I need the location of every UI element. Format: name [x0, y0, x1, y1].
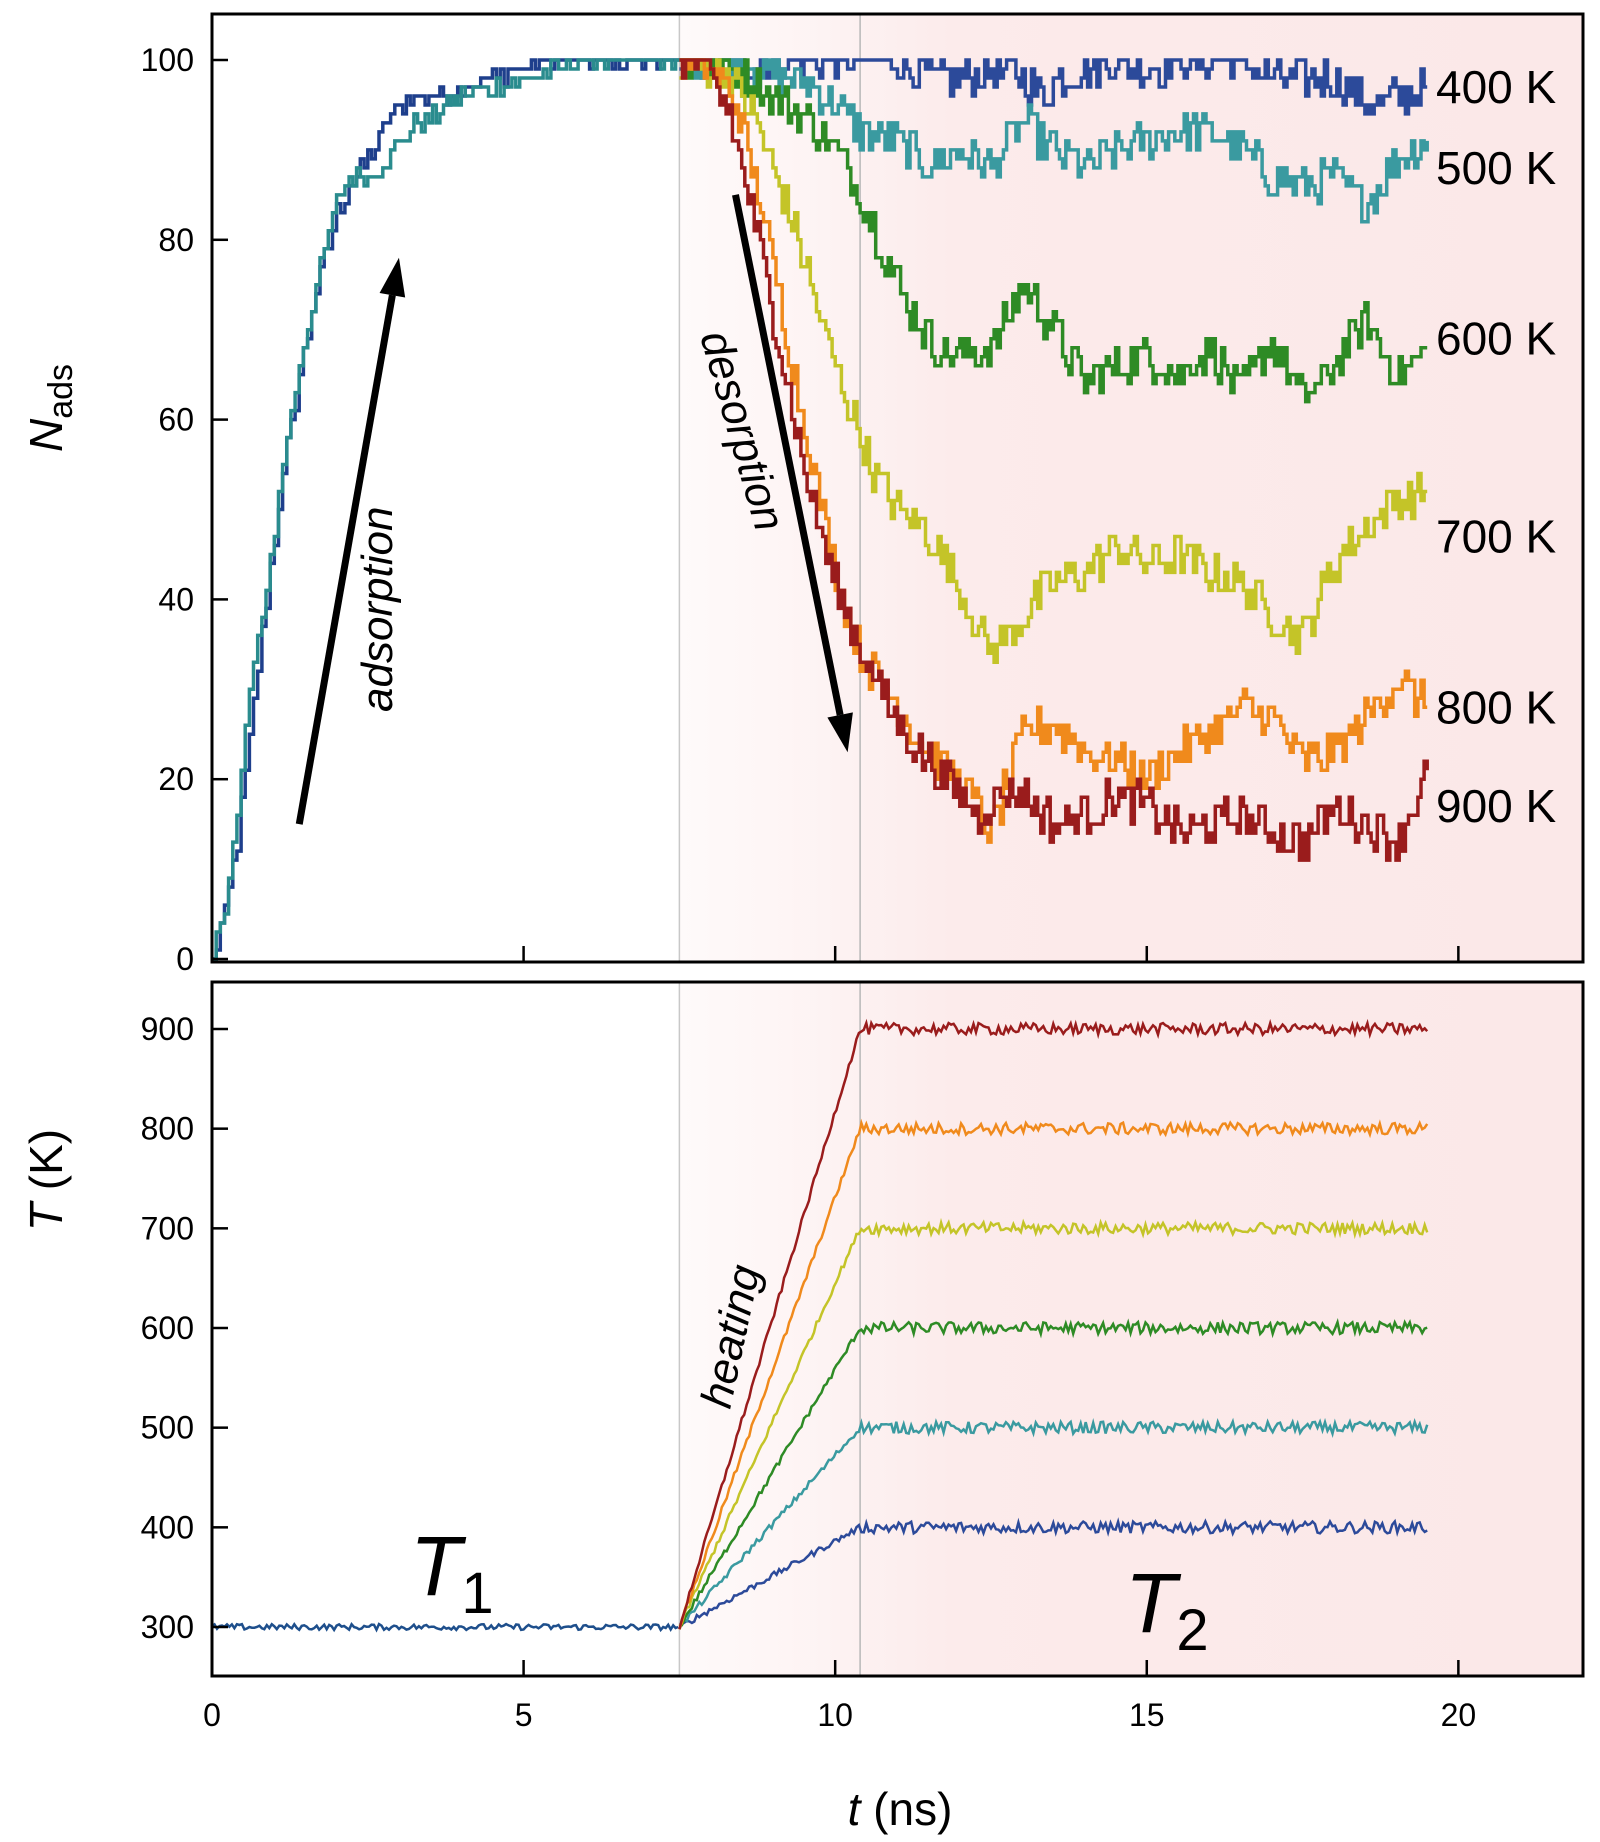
top-y-axis-title-main: N [20, 418, 72, 452]
top-y-tick-label: 0 [176, 941, 194, 977]
bottom-x-tick-label: 15 [1129, 1697, 1165, 1733]
top-y-tick-label: 100 [141, 42, 194, 78]
bottom-y-tick-label: 600 [141, 1310, 194, 1346]
series-label: 700 K [1436, 510, 1557, 562]
x-axis-title: t (ns) [848, 1783, 953, 1835]
t1-label-main: T [410, 1519, 467, 1613]
bottom-y-tick-label: 700 [141, 1210, 194, 1246]
bottom-y-tick-label: 800 [141, 1111, 194, 1147]
bottom-y-axis-title: T (K) [20, 1129, 72, 1231]
desorption-curve [679, 58, 1428, 116]
t1-label: T1 [410, 1519, 494, 1626]
desorption-curve [679, 58, 1428, 665]
adsorption-curve [212, 58, 680, 961]
bottom-panel-series [211, 1018, 1429, 1633]
adsorption-label: adsorption [353, 507, 402, 712]
t1-label-sub: 1 [461, 1561, 493, 1626]
series-label: 900 K [1436, 780, 1557, 832]
bottom-y-ticks: 300 400 500 600 700 800 900 [141, 1011, 228, 1645]
bottom-y-axis-title-rest: (K) [20, 1129, 72, 1203]
temperature-curve [678, 1417, 1429, 1630]
bottom-y-tick-label: 500 [141, 1410, 194, 1446]
top-y-axis-title: Nads [20, 364, 80, 452]
desorption-arrow-head [827, 712, 853, 753]
x-axis-title-main: t [848, 1783, 863, 1835]
desorption-curve [679, 58, 1429, 862]
top-panel-series [212, 58, 1429, 961]
top-y-tick-label: 80 [158, 222, 194, 258]
temperature-curve [679, 1317, 1428, 1627]
bottom-y-tick-label: 400 [141, 1509, 194, 1545]
t2-label-main: T [1125, 1556, 1182, 1650]
desorption-curve [679, 58, 1428, 844]
series-label: 500 K [1436, 142, 1557, 194]
bottom-x-tick-label: 5 [515, 1697, 533, 1733]
bottom-y-axis-title-main: T [20, 1200, 72, 1231]
series-labels: 400 K 500 K 600 K 700 K 800 K 900 K [1436, 61, 1557, 832]
top-y-axis-title-sub: ads [42, 364, 80, 419]
top-x-ticks [210, 946, 1460, 962]
bottom-y-tick-label: 300 [141, 1609, 194, 1645]
temperature-curve [679, 1517, 1428, 1626]
series-label: 400 K [1436, 61, 1557, 113]
top-y-tick-label: 20 [158, 761, 194, 797]
top-panel-frame [210, 12, 1585, 964]
temperature-curve [678, 1018, 1429, 1630]
adsorption-arrow-head [379, 257, 406, 298]
initial-temperature-curve [211, 1622, 679, 1633]
temperature-curve [678, 1217, 1429, 1627]
temperature-curve [678, 1118, 1429, 1630]
top-y-tick-label: 40 [158, 581, 194, 617]
x-axis-title-rest: (ns) [860, 1783, 952, 1835]
t2-label: T2 [1125, 1556, 1209, 1663]
bottom-y-tick-label: 900 [141, 1011, 194, 1047]
desorption-curve [679, 58, 1429, 224]
top-y-ticks: 0 20 40 60 80 100 [141, 42, 228, 977]
series-label: 800 K [1436, 681, 1557, 733]
desorption-curve [679, 58, 1428, 404]
bottom-x-tick-label: 20 [1441, 1697, 1477, 1733]
series-label: 600 K [1436, 313, 1557, 365]
desorption-arrow-shaft [732, 194, 844, 716]
t2-label-sub: 2 [1176, 1598, 1208, 1663]
annotation-arrows [295, 194, 853, 825]
bottom-x-ticks: 0 5 10 15 20 [203, 1660, 1476, 1733]
bottom-x-tick-label: 0 [203, 1697, 221, 1733]
bottom-x-tick-label: 10 [817, 1697, 853, 1733]
top-y-tick-label: 60 [158, 402, 194, 438]
adsorption-curve [212, 58, 680, 961]
adsorption-arrow-shaft [295, 294, 396, 825]
